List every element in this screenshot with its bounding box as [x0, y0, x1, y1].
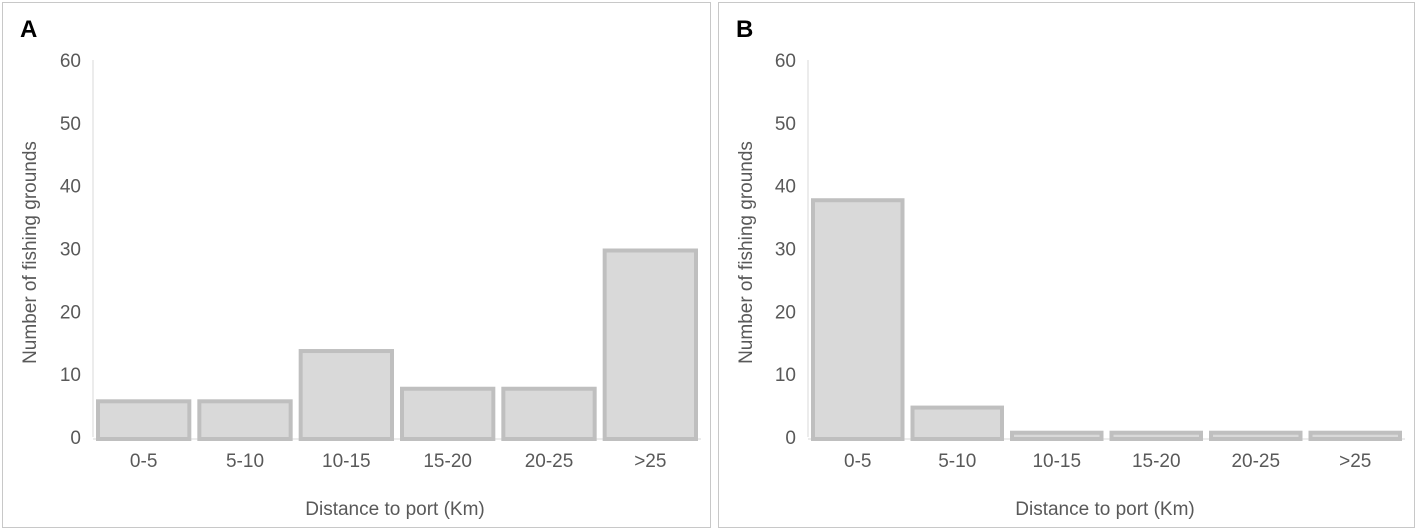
y-tick-label: 40 [775, 177, 796, 198]
chart-panel-b: B Number of fishing grounds Distance to … [718, 2, 1415, 528]
bar-0-5 [811, 198, 905, 441]
panel-label-a: A [20, 16, 37, 43]
x-tick-label: >25 [634, 451, 666, 472]
x-tick-label: 0-5 [844, 451, 871, 472]
y-tick-label: 30 [60, 240, 81, 261]
bar-10-15 [1010, 430, 1104, 442]
chart-a-svg: A Number of fishing grounds Distance to … [20, 16, 701, 520]
y-tick-label: 10 [775, 365, 796, 386]
x-tick-label: 5-10 [226, 451, 264, 472]
y-tick-label: 60 [775, 51, 796, 72]
y-axis-title-b: Number of fishing grounds [736, 141, 757, 364]
y-tick-label: 10 [60, 365, 81, 386]
y-tick-label: 50 [60, 114, 81, 135]
x-tick-label: 5-10 [938, 451, 976, 472]
bar-20-25 [501, 386, 597, 442]
bar->25 [1308, 430, 1402, 442]
x-tick-label: 15-20 [423, 451, 472, 472]
y-tick-label: 50 [775, 114, 796, 135]
x-tick-label: 0-5 [130, 451, 157, 472]
bar-5-10 [910, 405, 1004, 442]
chart-b-svg: B Number of fishing grounds Distance to … [736, 16, 1405, 520]
bar-15-20 [1109, 430, 1203, 442]
bar->25 [602, 248, 699, 441]
panel-label-b: B [736, 16, 753, 43]
y-tick-label: 60 [60, 51, 81, 72]
x-tick-label: 10-15 [322, 451, 371, 472]
x-tick-label: >25 [1339, 451, 1371, 472]
bar-5-10 [197, 399, 293, 441]
x-tick-label: 10-15 [1032, 451, 1081, 472]
y-axis-title-a: Number of fishing grounds [20, 141, 41, 364]
x-axis-title-b: Distance to port (Km) [1015, 499, 1195, 520]
bar-0-5 [96, 399, 192, 441]
chart-panel-a: A Number of fishing grounds Distance to … [2, 2, 711, 528]
bar-15-20 [400, 386, 496, 442]
y-tick-label: 0 [70, 428, 81, 449]
x-axis-title-a: Distance to port (Km) [305, 499, 485, 520]
y-tick-label: 20 [775, 302, 796, 323]
x-tick-label: 20-25 [525, 451, 574, 472]
y-tick-label: 40 [60, 177, 81, 198]
y-tick-label: 0 [785, 428, 796, 449]
x-tick-label: 15-20 [1132, 451, 1181, 472]
bar-20-25 [1209, 430, 1303, 442]
x-tick-label: 20-25 [1231, 451, 1280, 472]
y-tick-label: 20 [60, 302, 81, 323]
bar-10-15 [298, 349, 394, 441]
y-tick-label: 30 [775, 240, 796, 261]
